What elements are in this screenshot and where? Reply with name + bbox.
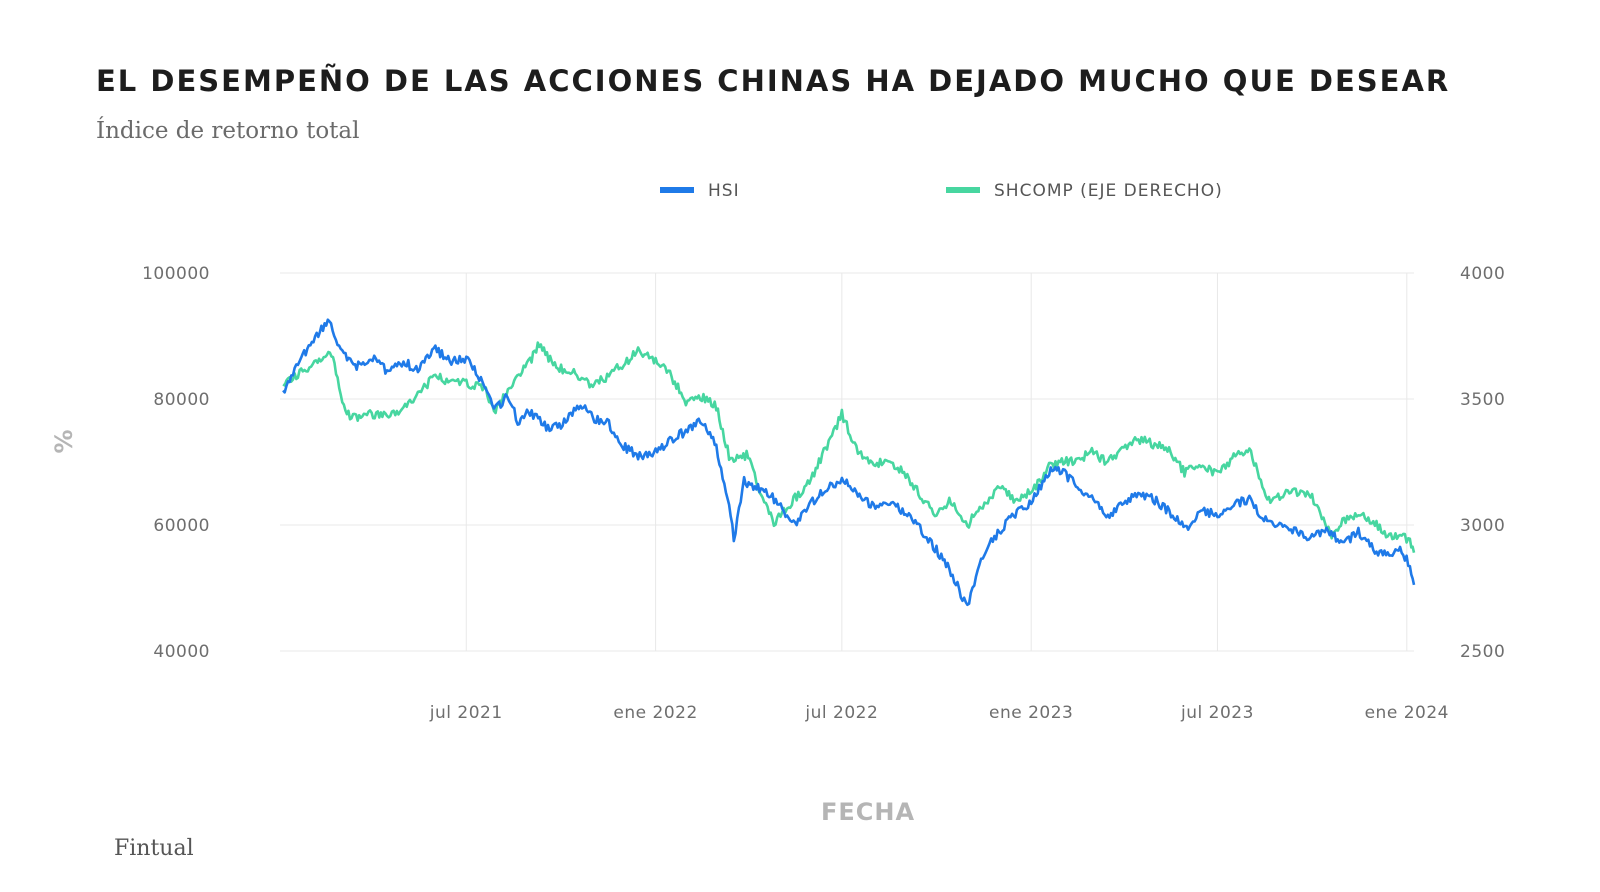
shcomp-series-line xyxy=(282,341,1416,553)
y-left-tick-label: 80000 xyxy=(153,390,210,410)
y-left-tick-label: 100000 xyxy=(142,264,210,284)
y-right-tick-label: 2500 xyxy=(1460,642,1505,662)
y-left-tick-label: 40000 xyxy=(153,642,210,662)
hsi-series-line xyxy=(282,318,1416,607)
gridlines xyxy=(280,272,1414,652)
x-tick-label: ene 2023 xyxy=(989,703,1073,723)
series-lines xyxy=(282,318,1416,607)
x-tick-label: ene 2024 xyxy=(1365,703,1449,723)
source-label: Fintual xyxy=(114,836,194,861)
legend: HSI SHCOMP (EJE DERECHO) xyxy=(660,181,1223,201)
chart-title: EL DESEMPEÑO DE LAS ACCIONES CHINAS HA D… xyxy=(96,64,1451,98)
x-tick-label: jul 2021 xyxy=(429,703,503,723)
legend-label-shcomp: SHCOMP (EJE DERECHO) xyxy=(994,181,1223,201)
axis-ticks: 40000 60000 80000 100000 2500 3000 3500 4000 jul… xyxy=(142,264,1505,723)
y-left-tick-label: 60000 xyxy=(153,516,210,536)
x-axis-title: FECHA xyxy=(821,798,915,826)
y-axis-title: % xyxy=(50,428,78,453)
y-right-tick-label: 4000 xyxy=(1460,264,1505,284)
x-tick-label: ene 2022 xyxy=(613,703,697,723)
chart-subtitle: Índice de retorno total xyxy=(96,118,360,144)
x-tick-label: jul 2023 xyxy=(1180,703,1254,723)
y-right-tick-label: 3000 xyxy=(1460,516,1505,536)
legend-label-hsi: HSI xyxy=(708,181,740,201)
y-right-tick-label: 3500 xyxy=(1460,390,1505,410)
x-tick-label: jul 2022 xyxy=(804,703,878,723)
